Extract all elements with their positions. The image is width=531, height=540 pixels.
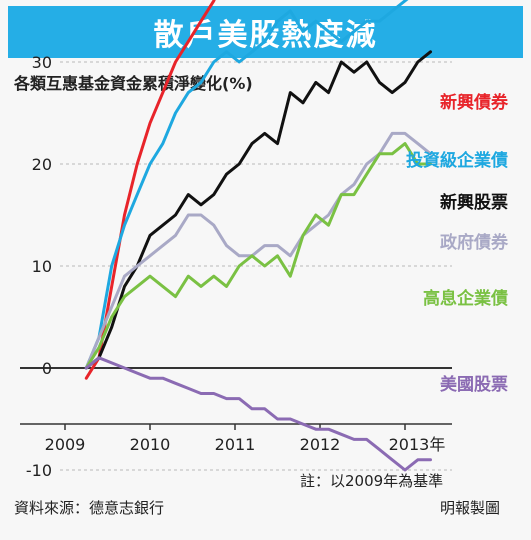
- title-banner: 散戶美股熱度減: [8, 6, 523, 58]
- series-label-5: 美國股票: [440, 374, 508, 395]
- series-line-4: [84, 142, 432, 370]
- y-axis-ticks: -1001020304050: [26, 53, 52, 480]
- series-label-2: 新興股票: [440, 192, 508, 213]
- y-tick-label: 10: [32, 257, 52, 276]
- x-tick-label: 2010: [130, 435, 171, 454]
- y-tick-label: 0: [42, 359, 52, 378]
- series-label-0: 新興債券: [440, 92, 509, 113]
- series-label-1: 投資級企業債: [406, 150, 508, 171]
- x-tick-label: 2011: [215, 435, 256, 454]
- x-tick-label: 2009: [45, 435, 86, 454]
- y-tick-label: 20: [32, 155, 52, 174]
- series-line-5: [84, 356, 432, 472]
- baseline-note: 註：以2009年為基準: [300, 472, 444, 490]
- series-lines: [84, 0, 432, 472]
- x-tick-label: 2012: [300, 435, 341, 454]
- series-line-2: [84, 50, 432, 370]
- y-tick-label: 30: [32, 53, 52, 72]
- series-line-0: [84, 0, 216, 380]
- series-label-4: 高息企業債: [423, 288, 508, 309]
- y-tick-label: -10: [26, 461, 52, 480]
- series-label-3: 政府債券: [440, 232, 509, 253]
- x-tick-label: 2013年: [389, 435, 446, 454]
- source-credit: 資料來源：德意志銀行: [14, 499, 165, 517]
- x-axis-ticks: 2009 2010 2011 2012 2013年: [45, 424, 446, 454]
- series-line-1: [84, 0, 409, 370]
- series-line-3: [84, 131, 432, 370]
- graphic-credit: 明報製圖: [440, 499, 501, 517]
